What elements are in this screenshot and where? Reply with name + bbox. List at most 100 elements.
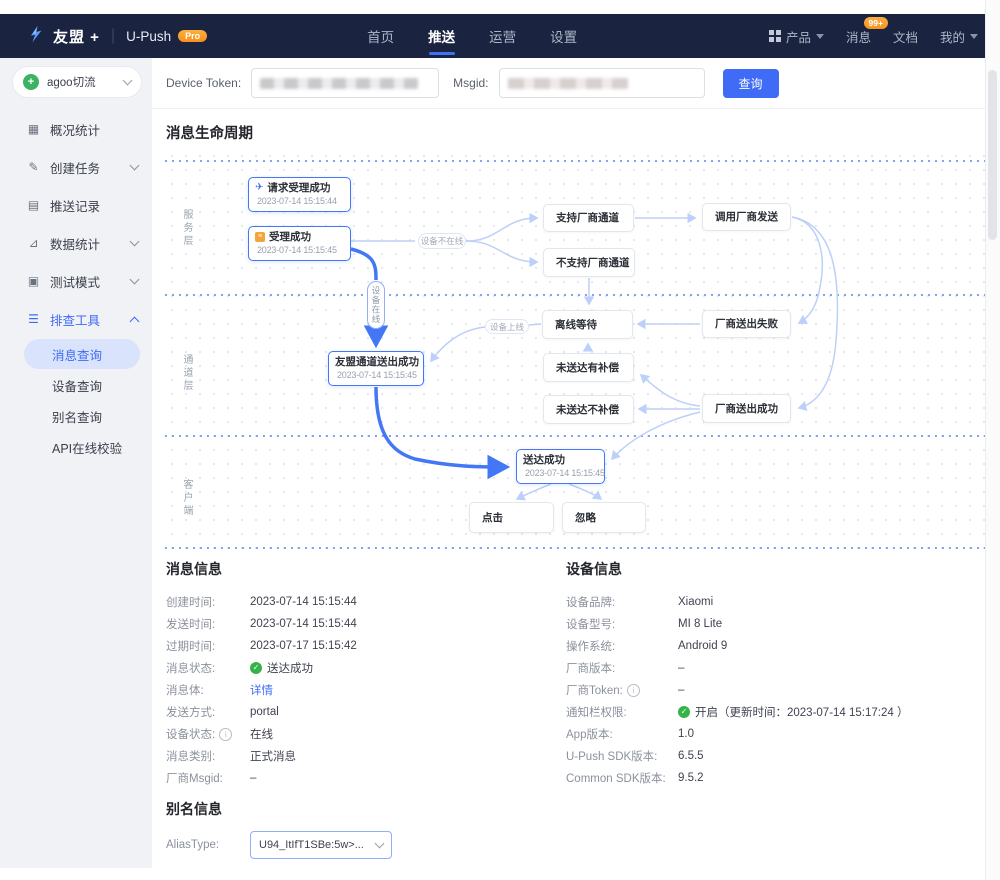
- docs-label: 文档: [892, 30, 918, 45]
- detail-value: 开启（更新时间：2023-07-14 15:17:24 ）: [695, 707, 909, 719]
- edge-vendorsuccess-to-delivered: [610, 411, 701, 461]
- detail-row: 厂商Token: i –: [566, 679, 908, 701]
- flow-node-label: 不支持厂商通道: [556, 256, 630, 269]
- info-icon[interactable]: i: [219, 727, 233, 741]
- flow-node: 点击: [469, 502, 554, 533]
- sidebar: + agoo切流 ▦ 概况统计 ✎ 创建任务: [0, 58, 152, 868]
- messages-count-badge: 99+: [863, 16, 888, 29]
- sidebar-subitem[interactable]: 别名查询: [24, 401, 140, 431]
- info-icon[interactable]: i: [626, 683, 640, 697]
- flow-node-title: 不支持厂商通道: [556, 256, 630, 270]
- flow-node-label: 未送达有补偿: [556, 361, 619, 374]
- brand[interactable]: 友盟 + | U-Push Pro: [0, 24, 208, 49]
- flow-node-time: 2023-07-14 15:15:45: [525, 468, 605, 478]
- sidebar-item-label: 创建任务: [50, 161, 101, 176]
- device-token-label: Device Token:: [166, 76, 242, 90]
- sidebar-item[interactable]: ▦ 概况统计: [0, 110, 152, 148]
- flow-node: ✈ 请求受理成功 2023-07-14 15:15:44: [248, 177, 351, 212]
- msgid-input[interactable]: [498, 68, 705, 98]
- detail-row: 过期时间: 2023-07-17 15:15:42: [166, 635, 566, 657]
- nav-tab[interactable]: 设置: [550, 14, 577, 58]
- success-check-icon: ✓: [250, 662, 262, 674]
- app-icon: +: [23, 74, 39, 90]
- nav-tab[interactable]: 首页: [367, 14, 394, 58]
- detail-row: 厂商Msgid: –: [166, 767, 566, 789]
- main-content: Device Token: Msgid: 查询 消息生命周期 服务层 通道层: [152, 58, 986, 868]
- lane-label: 服务层: [181, 209, 192, 248]
- detail-label: App版本:: [566, 729, 613, 741]
- detail-value: –: [250, 772, 257, 784]
- flow-node-label: 厂商送出成功: [715, 402, 778, 415]
- flow-node-label: 送达成功: [523, 454, 565, 466]
- chevron-icon: [131, 278, 138, 285]
- redacted-value: [507, 77, 628, 89]
- app-frame: 友盟 + | U-Push Pro 首页 推送 运营 设置: [0, 14, 986, 868]
- app-selector[interactable]: + agoo切流: [12, 66, 142, 98]
- scrollbar-thumb[interactable]: [988, 70, 997, 240]
- sidebar-item[interactable]: ▤ 推送记录: [0, 186, 152, 224]
- detail-label: 厂商版本:: [566, 663, 616, 675]
- flow-node-title: 调用厂商发送: [715, 210, 778, 224]
- nav-tab[interactable]: 运营: [489, 14, 516, 58]
- detail-row: 消息类别: 正式消息: [166, 745, 566, 767]
- detail-label: 厂商Token:: [566, 685, 623, 697]
- device-info-title: 设备信息: [566, 561, 622, 577]
- sidebar-item[interactable]: ☰ 排查工具: [0, 300, 152, 338]
- flow-node-time: 2023-07-14 15:15:45: [337, 370, 417, 380]
- detail-label: 消息状态:: [166, 663, 216, 675]
- top-navbar: 友盟 + | U-Push Pro 首页 推送 运营 设置: [0, 14, 986, 58]
- detail-value: 2023-07-17 15:15:42: [250, 640, 357, 652]
- detail-value: 9.5.2: [678, 772, 704, 784]
- lane-divider: [165, 160, 985, 162]
- flow-node-title: ≡ 受理成功: [255, 230, 344, 244]
- message-info-section: 消息信息 创建时间: 2023-07-14 15:: [166, 559, 566, 789]
- docs-menu[interactable]: 文档: [893, 27, 918, 46]
- pro-badge: Pro: [178, 30, 208, 42]
- sidebar-subitem[interactable]: API在线校验: [24, 432, 140, 462]
- tools-icon: ☰: [28, 312, 39, 326]
- sidebar-item-label: 推送记录: [50, 199, 101, 214]
- search-button[interactable]: 查询: [722, 68, 779, 98]
- chevron-icon: [131, 316, 138, 323]
- chevron-icon: [131, 164, 138, 171]
- account-label: 我的: [939, 30, 965, 45]
- nav-tab[interactable]: 推送: [428, 14, 455, 58]
- umeng-feather-icon: [26, 24, 46, 49]
- messages-menu[interactable]: 消息 99+: [846, 16, 888, 46]
- detail-row: 发送方式: portal: [166, 701, 566, 723]
- query-bar: Device Token: Msgid: 查询: [152, 58, 986, 109]
- device-info-section: 设备信息 设备品牌: Xiaomi: [566, 559, 908, 789]
- flow-node-title: 厂商送出失败: [715, 317, 778, 331]
- flow-node-label: 点击: [482, 511, 503, 524]
- alias-info-title: 别名信息: [166, 801, 222, 817]
- detail-label: 发送方式:: [166, 707, 216, 719]
- detail-value: 详情: [250, 685, 273, 697]
- flow-node: 不支持厂商通道: [543, 248, 635, 277]
- alias-info-section: 别名信息 AliasType: U94_ItIfT1SBe:5w>... Ali…: [152, 789, 986, 868]
- flow-node: 调用厂商发送: [702, 203, 791, 231]
- flow-node-label: 受理成功: [269, 231, 311, 243]
- create-icon: ✎: [28, 160, 39, 174]
- page-scrollbar: [985, 0, 1000, 880]
- products-menu[interactable]: 产品: [768, 27, 824, 46]
- detail-value: –: [678, 684, 685, 696]
- flow-node: 忽略: [562, 502, 646, 533]
- redacted-value: [260, 77, 419, 89]
- flow-node-label: 厂商送出失败: [715, 318, 778, 330]
- detail-row: App版本: 1.0: [566, 723, 908, 745]
- detail-value: 2023-07-14 15:15:44: [250, 618, 357, 630]
- detail-label: 通知栏权限:: [566, 707, 627, 719]
- detail-row: 设备状态: i 在线: [166, 723, 566, 745]
- sidebar-item[interactable]: ✎ 创建任务: [0, 148, 152, 186]
- sidebar-item[interactable]: ▣ 测试模式: [0, 262, 152, 300]
- sidebar-subitem[interactable]: 设备查询: [24, 370, 140, 400]
- detail-row: 创建时间: 2023-07-14 15:15:44: [166, 591, 566, 613]
- alias-type-select[interactable]: U94_ItIfT1SBe:5w>...: [250, 831, 392, 859]
- flow-node-label: 未送达不补偿: [556, 403, 619, 416]
- account-menu[interactable]: 我的: [940, 27, 978, 46]
- sidebar-item[interactable]: ⊿ 数据统计: [0, 224, 152, 262]
- sidebar-subitem[interactable]: 消息查询: [24, 339, 140, 369]
- device-token-input[interactable]: [251, 68, 440, 98]
- detail-label: 创建时间:: [166, 597, 216, 609]
- detail-row: 消息状态: ✓ 送达成功: [166, 657, 566, 679]
